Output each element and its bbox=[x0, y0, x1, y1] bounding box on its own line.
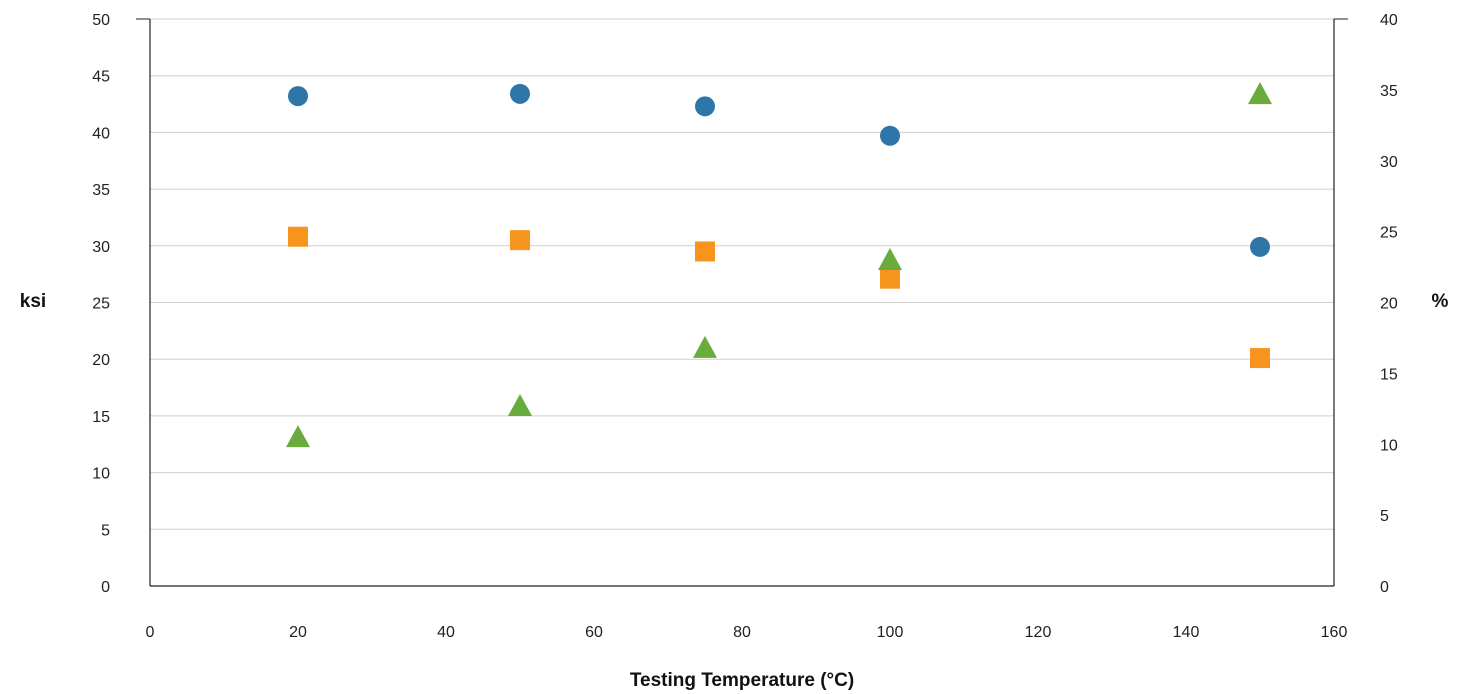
right-y-tick-label: 35 bbox=[1380, 83, 1398, 100]
triangle-point bbox=[286, 425, 310, 448]
circle-point bbox=[880, 125, 900, 146]
left-y-tick-label: 5 bbox=[101, 522, 110, 539]
right-y-tick-label: 5 bbox=[1380, 508, 1389, 525]
left-y-tick-label: 30 bbox=[92, 239, 110, 256]
x-tick-label: 140 bbox=[1173, 624, 1200, 641]
right-y-tick-label: 10 bbox=[1380, 437, 1398, 454]
triangle-point bbox=[1248, 82, 1272, 105]
x-axis-ticks: 0 20 40 60 80 100 120 140 160 bbox=[146, 624, 1348, 641]
left-y-tick-label: 50 bbox=[92, 12, 110, 29]
square-point bbox=[695, 241, 715, 262]
triangle-point bbox=[693, 335, 717, 358]
square-point bbox=[288, 226, 308, 247]
triangle-point bbox=[508, 393, 532, 416]
right-y-tick-label: 20 bbox=[1380, 296, 1398, 313]
x-tick-label: 120 bbox=[1025, 624, 1052, 641]
left-y-tick-label: 20 bbox=[92, 352, 110, 369]
circle-point bbox=[1250, 236, 1270, 257]
square-point bbox=[880, 268, 900, 289]
x-tick-label: 40 bbox=[437, 624, 455, 641]
left-y-tick-label: 45 bbox=[92, 69, 110, 86]
x-tick-label: 100 bbox=[877, 624, 904, 641]
circle-point bbox=[288, 86, 308, 107]
right-y-axis-title: % bbox=[1432, 291, 1449, 312]
x-tick-label: 20 bbox=[289, 624, 307, 641]
right-y-axis-ticks: 0 5 10 15 20 25 30 35 40 bbox=[1380, 12, 1398, 596]
circle-point bbox=[695, 96, 715, 117]
right-y-tick-label: 15 bbox=[1380, 366, 1398, 383]
left-y-axis-ticks: 0 5 10 15 20 25 30 35 40 45 50 bbox=[92, 12, 110, 596]
right-y-tick-label: 30 bbox=[1380, 154, 1398, 171]
circle-point bbox=[510, 83, 530, 104]
left-y-tick-label: 35 bbox=[92, 182, 110, 199]
right-y-tick-label: 0 bbox=[1380, 579, 1389, 596]
plot-frame bbox=[136, 18, 1348, 587]
left-y-axis-title: ksi bbox=[20, 291, 46, 312]
x-tick-label: 80 bbox=[733, 624, 751, 641]
left-y-tick-label: 40 bbox=[92, 125, 110, 142]
right-y-tick-label: 40 bbox=[1380, 12, 1398, 29]
x-axis-title: Testing Temperature (°C) bbox=[630, 670, 854, 691]
x-tick-label: 0 bbox=[146, 624, 155, 641]
x-tick-label: 60 bbox=[585, 624, 603, 641]
left-y-tick-label: 25 bbox=[92, 296, 110, 313]
left-y-tick-label: 0 bbox=[101, 579, 110, 596]
data-points bbox=[286, 82, 1272, 448]
square-point bbox=[510, 230, 530, 251]
gridlines bbox=[150, 18, 1334, 587]
left-y-tick-label: 10 bbox=[92, 466, 110, 483]
right-y-tick-label: 25 bbox=[1380, 225, 1398, 242]
triangle-point bbox=[878, 247, 902, 270]
square-point bbox=[1250, 348, 1270, 369]
left-y-tick-label: 15 bbox=[92, 409, 110, 426]
x-tick-label: 160 bbox=[1321, 624, 1348, 641]
